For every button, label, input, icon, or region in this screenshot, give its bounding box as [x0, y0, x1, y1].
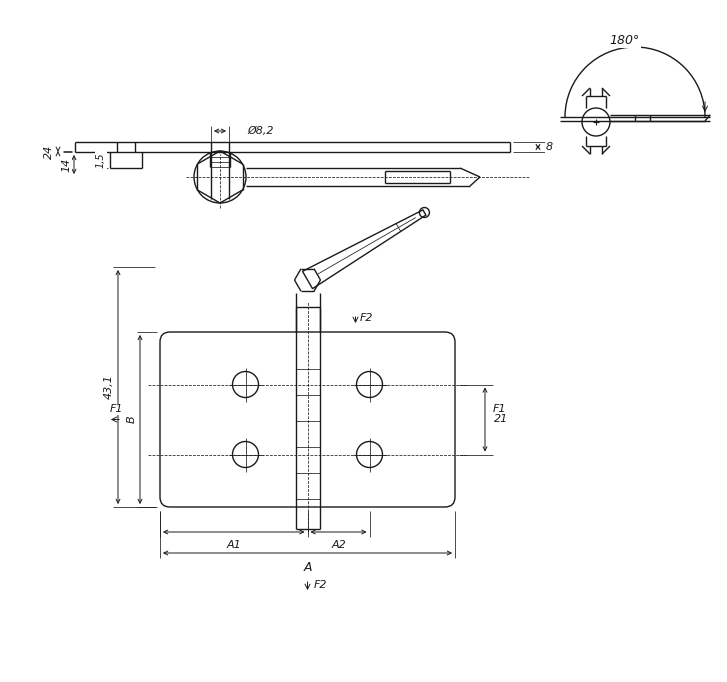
Text: F2: F2 — [313, 580, 327, 590]
Text: 1,5: 1,5 — [96, 152, 106, 168]
Text: 43,1: 43,1 — [104, 374, 114, 400]
Text: F1: F1 — [109, 404, 123, 415]
Text: B: B — [127, 416, 137, 424]
Text: F1: F1 — [492, 404, 506, 415]
Text: 180°: 180° — [610, 33, 640, 46]
Text: 14: 14 — [61, 158, 71, 172]
Text: F2: F2 — [359, 313, 373, 323]
Text: 21: 21 — [494, 415, 508, 424]
Text: A: A — [303, 561, 312, 574]
Text: A1: A1 — [226, 540, 241, 550]
Text: A2: A2 — [331, 540, 346, 550]
Text: Ø8,2: Ø8,2 — [248, 126, 274, 136]
Text: 8: 8 — [546, 142, 553, 152]
Text: 24: 24 — [44, 145, 54, 159]
